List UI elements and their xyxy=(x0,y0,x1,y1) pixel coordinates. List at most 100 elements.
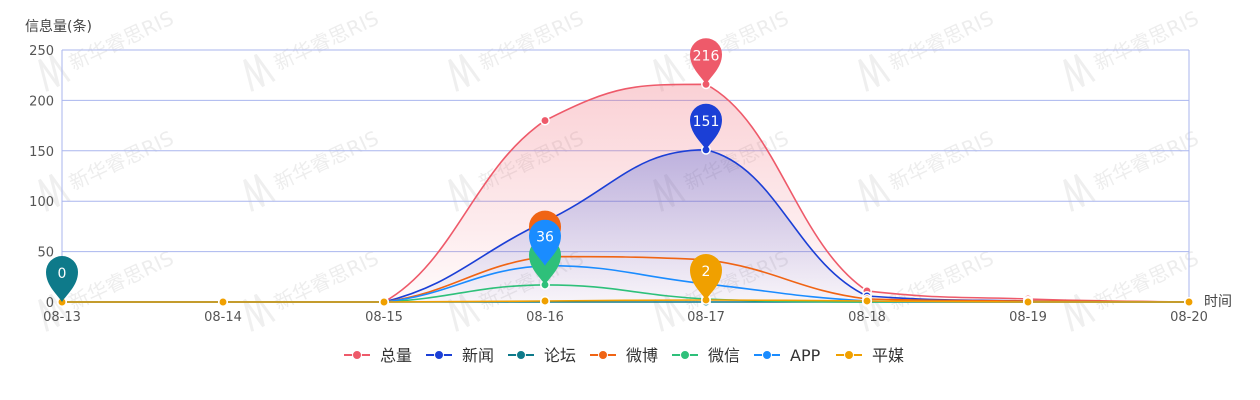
watermark: 新华睿思RIS xyxy=(1063,126,1202,212)
watermark-logo xyxy=(858,173,891,212)
watermark-text: 新华睿思RIS xyxy=(270,126,382,195)
legend-marker xyxy=(844,350,854,360)
data-point[interactable] xyxy=(218,297,228,307)
max-pin: 2 xyxy=(690,253,722,300)
watermark-text: 新华睿思RIS xyxy=(475,6,587,75)
watermark-logo xyxy=(243,173,276,212)
legend-label: 总量 xyxy=(380,346,412,365)
x-tick-label: 08-17 xyxy=(687,310,725,325)
watermark-logo xyxy=(243,53,276,92)
watermark: 新华睿思RIS xyxy=(858,6,997,92)
legend-label: 平媒 xyxy=(872,346,904,365)
y-tick-label: 150 xyxy=(29,145,54,160)
pin-label: 0 xyxy=(58,266,67,282)
pin-shape xyxy=(46,256,78,302)
y-tick-label: 250 xyxy=(29,44,54,59)
pin-label: 36 xyxy=(536,230,554,246)
legend-item[interactable]: 微博 xyxy=(590,346,658,365)
pin-label: 2 xyxy=(702,264,711,280)
x-tick-label: 08-16 xyxy=(526,310,564,325)
watermark-text: 新华睿思RIS xyxy=(65,6,177,75)
watermark-text: 新华睿思RIS xyxy=(270,246,382,315)
watermark-text: 新华睿思RIS xyxy=(1090,126,1202,195)
data-point[interactable] xyxy=(540,296,550,306)
watermark: 新华睿思RIS xyxy=(243,246,382,332)
legend-item[interactable]: 论坛 xyxy=(508,346,576,365)
watermark-logo xyxy=(653,293,686,332)
watermark-logo xyxy=(38,53,71,92)
watermark-logo xyxy=(448,53,481,92)
watermark: 新华睿思RIS xyxy=(858,126,997,212)
watermark-text: 新华睿思RIS xyxy=(270,6,382,75)
watermark: 新华睿思RIS xyxy=(1063,6,1202,92)
x-tick-label: 08-19 xyxy=(1009,310,1047,325)
y-axis-label: 信息量(条) xyxy=(25,18,92,35)
watermark: 新华睿思RIS xyxy=(38,126,177,212)
legend-label: 微信 xyxy=(708,346,740,365)
x-tick-label: 08-14 xyxy=(204,310,242,325)
watermark-logo xyxy=(1063,53,1096,92)
watermark: 新华睿思RIS xyxy=(38,6,177,92)
legend-item[interactable]: APP xyxy=(754,346,821,365)
watermark: 新华睿思RIS xyxy=(243,6,382,92)
x-tick-label: 08-18 xyxy=(848,310,886,325)
legend-marker xyxy=(680,350,690,360)
x-tick-label: 08-13 xyxy=(43,310,81,325)
legend-marker xyxy=(516,350,526,360)
legend-label: 论坛 xyxy=(544,346,576,365)
watermark-text: 新华睿思RIS xyxy=(885,126,997,195)
pin-label: 151 xyxy=(693,114,720,130)
y-tick-label: 200 xyxy=(29,94,54,109)
watermark-text: 新华睿思RIS xyxy=(885,6,997,75)
max-pin: 0 xyxy=(46,256,78,302)
max-pin: 216 xyxy=(690,38,722,85)
legend[interactable]: 总量 新闻 论坛 微博 微信 APP 平媒 xyxy=(344,346,904,365)
watermark-text: 新华睿思RIS xyxy=(65,246,177,315)
watermark-logo xyxy=(243,293,276,332)
legend-item[interactable]: 微信 xyxy=(672,346,740,365)
watermark-logo xyxy=(1063,293,1096,332)
series-areas xyxy=(62,84,1189,302)
series-lines xyxy=(62,83,1190,303)
watermark-logo xyxy=(38,293,71,332)
y-tick-label: 0 xyxy=(46,296,54,311)
watermark-logo xyxy=(448,173,481,212)
pin-shape xyxy=(529,219,561,266)
series-line xyxy=(62,299,1189,303)
watermark-logo xyxy=(858,53,891,92)
y-tick-label: 100 xyxy=(29,195,54,210)
watermark-logo xyxy=(1063,173,1096,212)
legend-item[interactable]: 平媒 xyxy=(836,346,904,365)
max-markers: 216 151 0 36 2 xyxy=(46,38,722,302)
legend-label: APP xyxy=(790,346,821,365)
legend-marker xyxy=(352,350,362,360)
x-tick-label: 08-20 xyxy=(1170,310,1208,325)
watermark-text: 新华睿思RIS xyxy=(65,126,177,195)
legend-marker xyxy=(434,350,444,360)
legend-item[interactable]: 新闻 xyxy=(426,346,494,365)
series-area xyxy=(62,149,1189,302)
pin-shape xyxy=(690,38,722,85)
pin-shape xyxy=(690,103,722,150)
legend-label: 微博 xyxy=(626,346,658,365)
watermark-text: 新华睿思RIS xyxy=(885,246,997,315)
data-point[interactable] xyxy=(379,297,389,307)
data-point[interactable] xyxy=(1184,297,1194,307)
legend-item[interactable]: 总量 xyxy=(344,346,412,365)
max-pin: 36 xyxy=(529,219,561,266)
legend-marker xyxy=(598,350,608,360)
x-tick-label: 08-15 xyxy=(365,310,403,325)
watermark-logo xyxy=(38,173,71,212)
data-point[interactable] xyxy=(1023,297,1033,307)
data-point[interactable] xyxy=(862,296,872,306)
watermark-logo xyxy=(858,293,891,332)
pin-label: 216 xyxy=(693,48,720,64)
watermark: 新华睿思RIS xyxy=(448,6,587,92)
watermark-logo xyxy=(448,293,481,332)
max-pin: 151 xyxy=(690,103,722,150)
data-point[interactable] xyxy=(540,115,550,126)
legend-marker xyxy=(762,350,772,360)
watermark: 新华睿思RIS xyxy=(243,126,382,212)
y-tick-label: 50 xyxy=(37,246,54,261)
